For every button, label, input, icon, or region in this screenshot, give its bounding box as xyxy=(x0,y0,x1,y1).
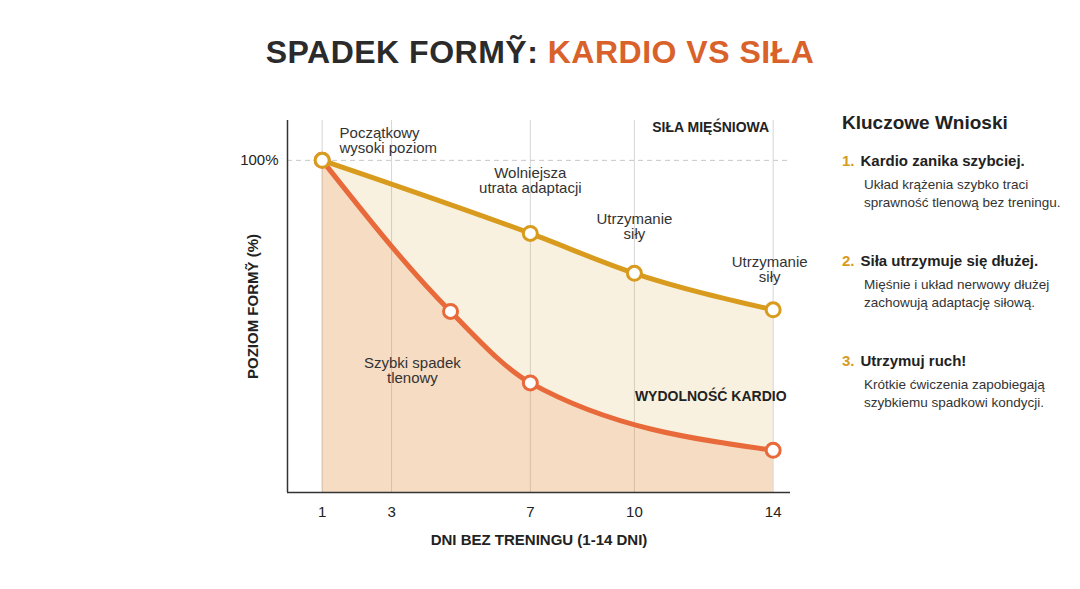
html-text:2. Siła utrzymuje się dłużej.: 2. Siła utrzymuje się dłużej. xyxy=(842,252,1039,270)
svg-text:Początkowywysoki poziom: Początkowywysoki poziom xyxy=(339,124,438,156)
svg-text:WYDOLNOŚĆ KARDIO: WYDOLNOŚĆ KARDIO xyxy=(635,387,787,404)
html-text:3. Utrzymuj ruch!: 3. Utrzymuj ruch! xyxy=(842,352,967,370)
html-text:SPADEK FORMỸ: KARDIO VS SIŁA: SPADEK FORMỸ: KARDIO VS SIŁA xyxy=(265,34,815,70)
html-text:Krótkie ćwiczenia zapobiegają: Krótkie ćwiczenia zapobiegają szybkiemu … xyxy=(864,377,1045,411)
svg-text:SIŁA MIĘŚNIOWA: SIŁA MIĘŚNIOWA xyxy=(652,118,769,135)
html-text:Mięśnie i układ nerwowy dłużej: Mięśnie i układ nerwowy dłużej zachowują… xyxy=(864,276,1050,311)
html-text:Układ krążenia szybko traci sp: Układ krążenia szybko traci sprawność tl… xyxy=(864,176,1061,210)
svg-text:Szybki spadektlenowy: Szybki spadektlenowy xyxy=(364,354,461,386)
svg-text:14: 14 xyxy=(765,503,782,520)
svg-text:Wolniejszautrata adaptacji: Wolniejszautrata adaptacji xyxy=(479,164,582,196)
svg-text:Utrzymaniesiły: Utrzymaniesiły xyxy=(732,253,808,285)
svg-text:7: 7 xyxy=(526,503,534,520)
svg-text:Utrzymaniesiły: Utrzymaniesiły xyxy=(596,210,672,242)
svg-text:10: 10 xyxy=(626,503,643,520)
html-text:Kluczowe Wnioski: Kluczowe Wnioski xyxy=(842,112,1008,133)
svg-text:POZIOM FORMỸ (%): POZIOM FORMỸ (%) xyxy=(244,234,261,379)
svg-text:3: 3 xyxy=(387,503,395,520)
svg-text:1: 1 xyxy=(318,503,326,520)
svg-text:100%: 100% xyxy=(240,151,278,168)
svg-text:DNI BEZ TRENINGU (1-14 DNI): DNI BEZ TRENINGU (1-14 DNI) xyxy=(431,531,648,548)
html-text:1. Kardio zanika szybciej.: 1. Kardio zanika szybciej. xyxy=(842,152,1025,169)
